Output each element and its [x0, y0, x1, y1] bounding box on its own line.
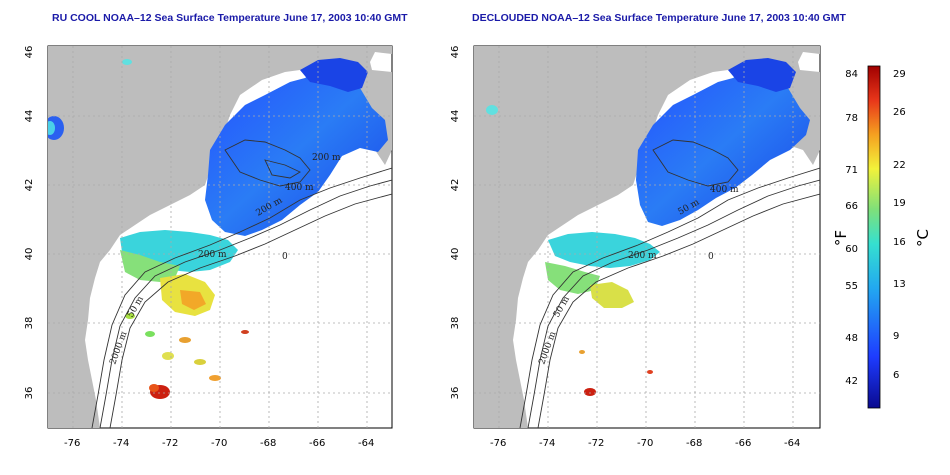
c-tick-label: 26 — [893, 107, 906, 118]
y-axis-right: 46 44 42 40 38 36 — [450, 46, 461, 400]
x-tick-label: -76 — [64, 438, 80, 449]
x-tick-label: -66 — [735, 438, 751, 449]
map-panel-left: 200 m 400 m 200 m 2000 m 50 m 200 m 0 -7… — [24, 45, 393, 449]
f-tick-label: 78 — [845, 113, 858, 124]
bathymetry-contours — [91, 139, 392, 428]
y-tick-label: 42 — [450, 179, 461, 192]
sst-cool-north — [300, 58, 368, 92]
x-tick-label: -70 — [211, 438, 227, 449]
y-tick-label: 36 — [450, 387, 461, 400]
sst-warm-cell — [145, 331, 155, 337]
map-title-left: RU COOL NOAA–12 Sea Surface Temperature … — [52, 12, 408, 24]
c-tick-label: 19 — [893, 198, 906, 209]
f-tick-label: 84 — [845, 69, 858, 80]
c-tick-label: 9 — [893, 331, 899, 342]
sst-warm-cell — [579, 350, 585, 354]
f-tick-label: 55 — [845, 281, 858, 292]
sst-cool-region — [205, 66, 388, 236]
x-tick-label: -74 — [539, 438, 555, 449]
f-tick-label: 71 — [845, 165, 858, 176]
sst-warm-cell — [125, 313, 135, 319]
colorbar-gradient — [867, 65, 881, 409]
sst-warm-cell — [209, 375, 221, 381]
land-mass — [474, 46, 820, 428]
y-tick-label: 38 — [450, 317, 461, 330]
sst-warm-cell — [149, 384, 159, 392]
f-tick-label: 48 — [845, 333, 858, 344]
bathymetry-contours — [519, 139, 820, 428]
c-tick-label: 16 — [893, 237, 906, 248]
sst-warm-cell — [584, 388, 596, 396]
y-tick-label: 36 — [24, 387, 35, 400]
x-tick-label: -64 — [784, 438, 800, 449]
sst-warm-orange — [180, 290, 206, 310]
sst-edge-blob — [122, 59, 132, 65]
y-tick-label: 38 — [24, 317, 35, 330]
colorbar-label-c: °C — [914, 229, 932, 247]
colorbar-f-ticks: 84 78 71 66 60 55 48 42 — [845, 69, 858, 387]
map-title-right: DECLOUDED NOAA–12 Sea Surface Temperatur… — [472, 12, 846, 24]
contour-label: 0 — [708, 252, 714, 262]
contour-label: 0 — [282, 252, 288, 262]
y-tick-label: 40 — [24, 248, 35, 261]
x-tick-label: -66 — [309, 438, 325, 449]
sst-warm-patch — [590, 282, 634, 308]
y-tick-label: 46 — [24, 46, 35, 59]
sst-cool-region — [636, 66, 810, 226]
c-tick-label: 13 — [893, 279, 906, 290]
x-axis-right: -76 -74 -72 -70 -68 -66 -64 — [490, 438, 800, 449]
contour-label: 200 m — [628, 251, 657, 261]
y-tick-label: 42 — [24, 179, 35, 192]
y-tick-label: 44 — [24, 110, 35, 123]
colorbar: 84 78 71 66 60 55 48 42 29 26 22 19 16 1… — [832, 65, 932, 409]
sst-shelf-green — [120, 250, 180, 282]
x-tick-label: -76 — [490, 438, 506, 449]
land-mass — [48, 46, 392, 428]
c-tick-label: 6 — [893, 370, 899, 381]
sst-warm-cell — [179, 337, 191, 343]
contour-label: 200 m — [198, 250, 227, 260]
y-tick-label: 40 — [450, 248, 461, 261]
colorbar-c-ticks: 29 26 22 19 16 13 9 6 — [893, 69, 906, 381]
x-tick-label: -70 — [637, 438, 653, 449]
y-tick-label: 46 — [450, 46, 461, 59]
y-axis-left: 46 44 42 40 38 36 — [24, 46, 35, 400]
x-tick-label: -68 — [686, 438, 702, 449]
f-tick-label: 66 — [845, 201, 858, 212]
map-panel-right: 400 m 50 m 200 m 2000 m 50 m 0 -76 -74 -… — [450, 45, 821, 449]
x-tick-label: -74 — [113, 438, 129, 449]
x-tick-label: -64 — [358, 438, 374, 449]
x-tick-label: -72 — [588, 438, 604, 449]
x-tick-label: -72 — [162, 438, 178, 449]
c-tick-label: 29 — [893, 69, 906, 80]
sst-shelf-region — [548, 232, 660, 268]
f-tick-label: 60 — [845, 244, 858, 255]
sst-warm-cell — [647, 370, 653, 374]
colorbar-label-f: °F — [832, 230, 850, 246]
sst-warm-cell — [162, 352, 174, 360]
contour-label: 400 m — [285, 183, 314, 193]
sst-warm-cell — [194, 359, 206, 365]
grid-lines — [48, 46, 392, 428]
grid-lines — [474, 46, 820, 428]
sst-shelf-green — [545, 262, 600, 294]
sst-warm-cell — [241, 330, 249, 334]
contour-label: 200 m — [312, 153, 341, 163]
x-tick-label: -68 — [260, 438, 276, 449]
c-tick-label: 22 — [893, 160, 906, 171]
contour-label: 400 m — [710, 185, 739, 195]
sst-cool-north — [728, 58, 796, 92]
f-tick-label: 42 — [845, 376, 858, 387]
sst-edge-blob — [486, 105, 498, 115]
sst-edge-blob — [48, 121, 55, 135]
y-tick-label: 44 — [450, 110, 461, 123]
x-axis-left: -76 -74 -72 -70 -68 -66 -64 — [64, 438, 374, 449]
